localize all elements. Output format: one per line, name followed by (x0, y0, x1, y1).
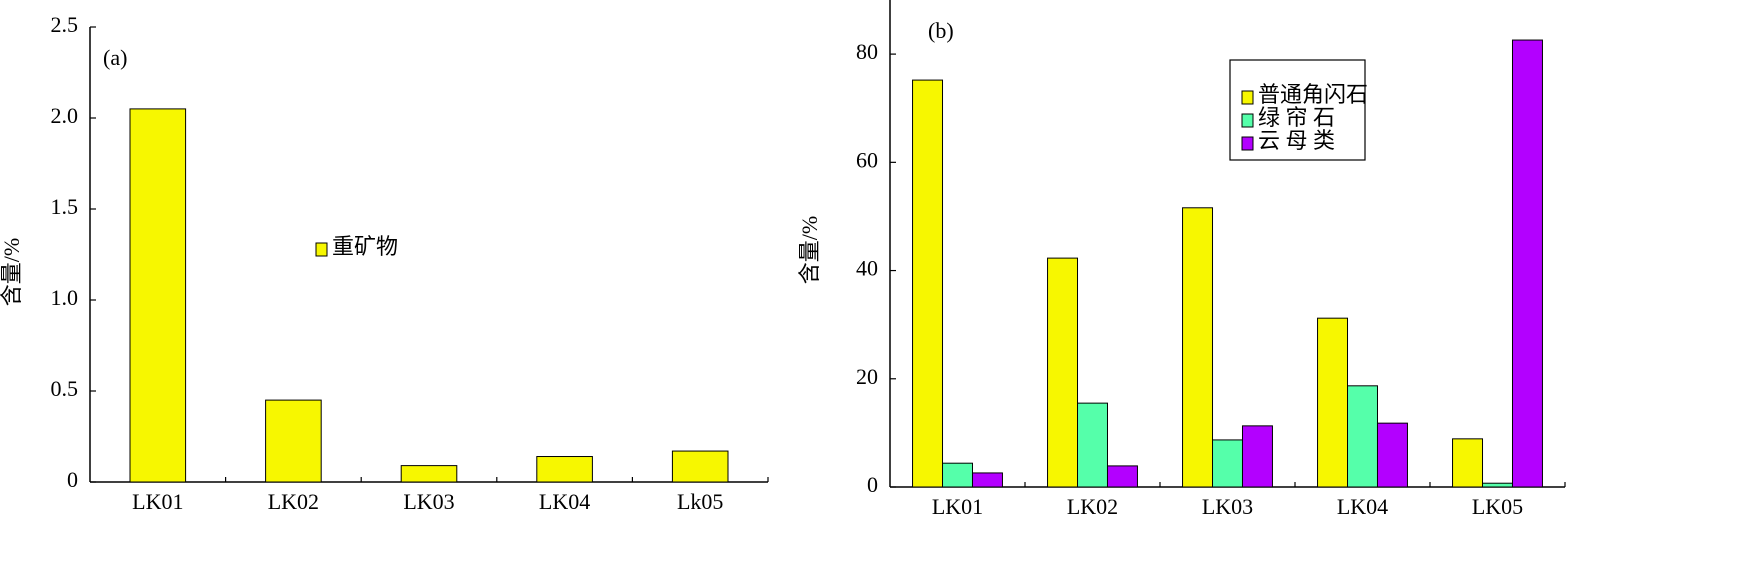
x-tick-label: LK02 (268, 489, 319, 514)
y-tick-label: 60 (856, 147, 878, 172)
legend-label: 绿 帘 石 (1258, 105, 1335, 130)
x-tick-label: LK03 (403, 489, 454, 514)
y-tick-label: 80 (856, 39, 878, 64)
panel-label: (a) (103, 45, 127, 70)
bar (1376, 422, 1408, 488)
bar (1452, 438, 1484, 488)
legend-swatch (1241, 90, 1254, 105)
legend-label: 云 母 类 (1258, 128, 1335, 153)
bar (1241, 425, 1273, 488)
x-tick-label: LK01 (932, 494, 983, 519)
x-tick-label: LK03 (1202, 494, 1253, 519)
y-tick-label: 0 (67, 467, 78, 492)
bar (1347, 385, 1378, 488)
bar (942, 462, 973, 488)
y-tick-label: 20 (856, 364, 878, 389)
x-tick-label: LK04 (1337, 494, 1388, 519)
bar (1182, 207, 1214, 488)
y-tick-label: 1.0 (51, 285, 79, 310)
y-tick-label: 2.5 (51, 12, 79, 37)
bar (1482, 482, 1513, 488)
bar (1106, 465, 1138, 488)
x-tick-label: Lk05 (677, 489, 723, 514)
bar (265, 399, 322, 483)
legend-box (1229, 59, 1366, 161)
panel-label: (b) (928, 18, 954, 43)
bar (129, 108, 187, 483)
legend-label: 重矿物 (332, 234, 398, 259)
bar (536, 456, 593, 483)
bar (1077, 402, 1108, 488)
y-tick-label: 2.0 (51, 103, 79, 128)
y-tick-label: 0 (867, 472, 878, 497)
bar (1047, 257, 1079, 488)
x-tick-label: LK02 (1067, 494, 1118, 519)
bar (671, 450, 729, 483)
y-tick-label: 40 (856, 256, 878, 281)
bar (971, 472, 1003, 488)
legend-swatch (1241, 113, 1254, 128)
x-tick-label: LK04 (539, 489, 590, 514)
bar (912, 79, 944, 488)
legend-label: 普通角闪石 (1258, 82, 1368, 107)
y-axis-label: 含量/% (0, 238, 24, 306)
y-tick-label: 0.5 (51, 376, 79, 401)
legend-swatch (1241, 136, 1254, 151)
bar (1212, 439, 1243, 488)
x-tick-label: LK05 (1472, 494, 1523, 519)
x-tick-label: LK01 (132, 489, 183, 514)
y-axis-label: 含量/% (797, 216, 822, 284)
bar (1317, 317, 1349, 488)
bar (400, 465, 458, 483)
bar (1511, 39, 1543, 488)
legend-swatch (315, 242, 328, 257)
y-tick-label: 1.5 (51, 194, 79, 219)
